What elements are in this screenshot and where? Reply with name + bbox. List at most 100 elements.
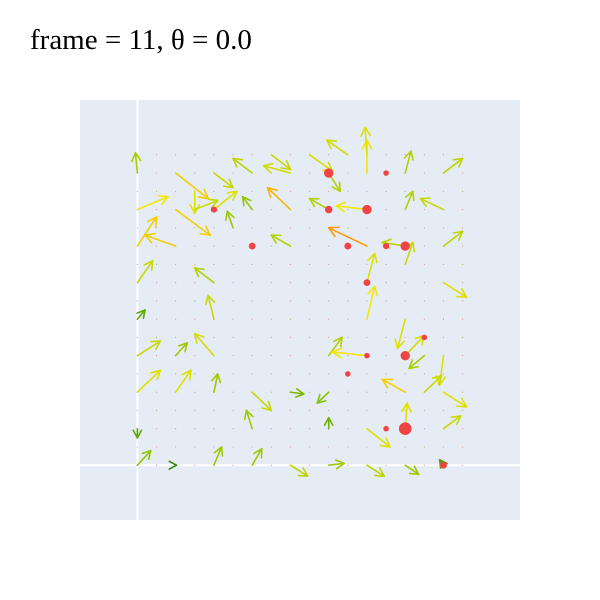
vector-arrow — [270, 153, 292, 171]
field-sample-point — [155, 428, 158, 430]
field-sample-point — [328, 282, 330, 284]
particle-marker — [400, 350, 410, 361]
field-sample-point — [213, 263, 215, 265]
vector-arrow — [423, 374, 443, 393]
field-sample-point — [423, 409, 425, 412]
field-sample-point — [251, 446, 253, 448]
field-sample-point — [308, 428, 311, 430]
field-sample-point — [251, 190, 253, 192]
field-sample-point — [194, 245, 196, 247]
field-sample-point — [442, 336, 445, 338]
field-sample-point — [385, 227, 387, 229]
field-sample-point — [366, 190, 368, 192]
field-sample-point — [175, 428, 177, 430]
field-sample-point — [232, 282, 234, 284]
vector-arrow — [241, 195, 253, 211]
field-sample-point — [308, 245, 311, 247]
particle-marker — [363, 279, 371, 287]
vector-arrow — [419, 197, 445, 211]
vector-arrow — [136, 449, 152, 467]
field-sample-point — [270, 391, 272, 393]
vector-arrow — [131, 152, 142, 174]
field-sample-point — [232, 355, 234, 357]
field-sample-point — [385, 336, 387, 338]
vector-arrow — [394, 318, 407, 350]
field-sample-point — [270, 282, 272, 284]
vector-arrow — [136, 369, 162, 393]
vector-arrow — [289, 464, 309, 477]
vector-arrow — [213, 446, 224, 467]
vector-arrow — [316, 391, 330, 404]
vector-arrow — [213, 172, 234, 189]
field-sample-point — [194, 154, 196, 156]
field-sample-point — [308, 227, 311, 229]
field-sample-point — [194, 428, 196, 430]
field-sample-point — [270, 227, 272, 229]
field-sample-point — [423, 300, 425, 302]
field-sample-point — [442, 373, 445, 375]
field-sample-point — [423, 428, 425, 430]
field-sample-point — [289, 336, 292, 338]
vector-arrow — [442, 391, 468, 408]
field-sample-point — [289, 282, 292, 284]
field-sample-point — [462, 373, 464, 375]
field-sample-point — [289, 428, 292, 430]
field-sample-point — [308, 263, 311, 265]
vector-arrow — [442, 157, 464, 174]
vector-arrow — [404, 190, 415, 211]
field-sample-point — [423, 154, 425, 156]
field-sample-point — [347, 263, 349, 265]
field-sample-point — [347, 391, 349, 393]
field-sample-point — [308, 336, 311, 338]
field-sample-point — [308, 318, 311, 320]
field-sample-point — [289, 409, 292, 412]
particle-marker — [400, 241, 410, 251]
field-sample-point — [404, 154, 406, 156]
particle-marker — [345, 371, 351, 377]
field-sample-point — [213, 373, 215, 375]
field-sample-point — [232, 172, 234, 174]
particle-marker — [362, 204, 372, 215]
field-sample-point — [155, 208, 158, 211]
field-sample-point — [347, 227, 349, 229]
field-sample-point — [232, 391, 234, 393]
field-sample-point — [385, 464, 387, 466]
field-sample-point — [385, 190, 387, 192]
field-sample-point — [423, 245, 425, 247]
vector-arrow — [323, 416, 334, 430]
field-sample-point — [385, 208, 387, 211]
field-sample-point — [194, 391, 196, 393]
field-sample-point — [213, 227, 215, 229]
field-sample-point — [385, 154, 387, 156]
field-sample-point — [175, 318, 177, 320]
field-sample-point — [366, 336, 368, 338]
field-sample-point — [289, 300, 292, 302]
field-sample-point — [328, 190, 330, 192]
field-sample-point — [462, 446, 464, 448]
field-sample-point — [462, 282, 464, 284]
field-sample-point — [251, 373, 253, 375]
field-sample-point — [175, 409, 177, 412]
field-sample-point — [270, 464, 272, 466]
vector-arrow — [144, 232, 177, 247]
particle-marker — [398, 422, 412, 435]
particle-marker — [383, 425, 389, 432]
field-sample-point — [328, 154, 330, 156]
field-sample-point — [270, 208, 272, 211]
field-sample-point — [213, 446, 215, 448]
field-sample-point — [213, 409, 215, 412]
particle-marker — [344, 242, 352, 250]
field-sample-point — [289, 373, 292, 375]
vector-arrow — [204, 294, 216, 320]
field-sample-point — [270, 336, 272, 338]
vector-arrow — [327, 226, 368, 247]
vector-arrow — [442, 415, 462, 430]
field-sample-point — [136, 336, 138, 338]
field-sample-point — [308, 446, 311, 448]
field-sample-point — [366, 227, 368, 229]
field-sample-point — [347, 464, 349, 466]
field-sample-point — [155, 391, 158, 393]
vector-arrow — [327, 336, 343, 357]
vector-arrow — [136, 259, 154, 284]
vector-arrow — [251, 447, 263, 467]
